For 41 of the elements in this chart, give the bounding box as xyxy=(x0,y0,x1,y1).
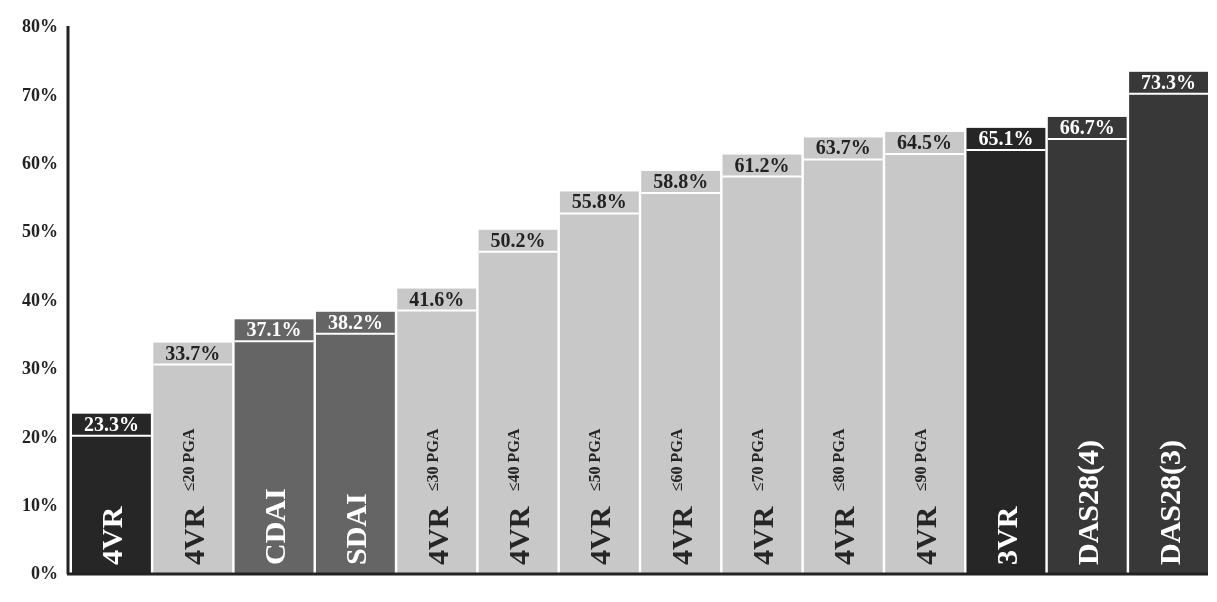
bar xyxy=(803,137,883,573)
bar xyxy=(885,131,965,573)
bar xyxy=(315,311,395,573)
x-tick-label: CDAI xyxy=(258,488,292,565)
y-tick-label: 70% xyxy=(22,84,58,105)
bar xyxy=(1129,71,1208,573)
data-label: 23.3% xyxy=(83,412,139,435)
x-tick-label: SDAI xyxy=(339,493,373,565)
y-tick-label: 10% xyxy=(22,494,58,515)
data-label: 63.7% xyxy=(815,136,871,159)
y-tick-label: 0% xyxy=(31,563,58,584)
data-label: 50.2% xyxy=(490,228,546,251)
x-tick-label: DAS28(3) xyxy=(1152,440,1187,565)
data-label: 66.7% xyxy=(1059,115,1115,138)
x-tick-label: 4VR xyxy=(95,506,129,565)
x-tick-label: 3VR xyxy=(989,506,1023,565)
data-label: 58.8% xyxy=(653,169,709,192)
y-tick-label: 80% xyxy=(22,16,58,37)
bar xyxy=(234,319,314,573)
bar xyxy=(1047,116,1127,573)
data-label: 61.2% xyxy=(734,153,790,176)
bar xyxy=(153,342,233,573)
data-label: 37.1% xyxy=(246,318,302,341)
data-label: 41.6% xyxy=(409,287,465,310)
x-tick-label: DAS28(4) xyxy=(1071,440,1106,565)
y-tick-label: 20% xyxy=(22,426,58,447)
bar xyxy=(722,154,802,573)
data-label: 64.5% xyxy=(897,130,953,153)
data-label: 65.1% xyxy=(978,126,1034,149)
y-tick-label: 50% xyxy=(22,221,58,242)
bar xyxy=(559,191,639,573)
data-label: 33.7% xyxy=(165,341,221,364)
data-label: 38.2% xyxy=(327,310,383,333)
data-label: 73.3% xyxy=(1141,70,1197,93)
bar xyxy=(397,288,477,573)
data-label: 55.8% xyxy=(571,190,627,213)
y-tick-label: 40% xyxy=(22,289,58,310)
y-tick-label: 30% xyxy=(22,358,58,379)
y-tick-label: 60% xyxy=(22,153,58,174)
bar xyxy=(478,229,558,573)
bar xyxy=(641,170,721,573)
